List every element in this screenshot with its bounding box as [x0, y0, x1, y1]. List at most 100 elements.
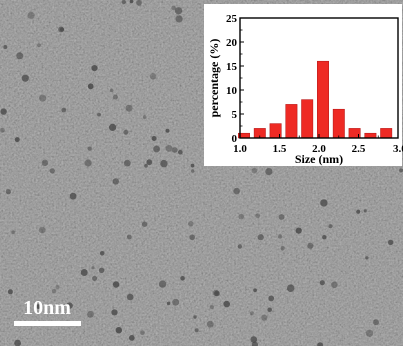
- x-axis-label: Size (nm): [295, 152, 343, 166]
- nanoparticle: [98, 267, 105, 273]
- nanoparticle: [153, 145, 161, 153]
- nanoparticle: [112, 178, 120, 185]
- nanoparticle: [307, 242, 314, 249]
- nanoparticle: [16, 52, 24, 60]
- nanoparticle: [250, 336, 258, 343]
- nanoparticle: [3, 45, 8, 49]
- nanoparticle: [206, 320, 214, 328]
- nanoparticle: [87, 311, 94, 318]
- nanoparticle: [171, 147, 178, 153]
- histogram-bar: [332, 108, 345, 139]
- nanoparticle: [188, 221, 194, 227]
- x-tick-label: 2.0: [312, 143, 326, 155]
- nanoparticle: [191, 169, 195, 173]
- nanoparticle: [388, 239, 394, 246]
- nanoparticle: [295, 227, 302, 234]
- nanoparticle: [265, 168, 273, 176]
- nanoparticle: [261, 314, 268, 321]
- nanoparticle: [319, 280, 325, 286]
- nanoparticle: [171, 5, 176, 11]
- nanoparticle: [66, 302, 73, 309]
- nanoparticle: [238, 213, 244, 220]
- scale-bar: [14, 321, 81, 326]
- nanoparticle: [365, 329, 374, 337]
- y-tick-label: 10: [226, 85, 238, 97]
- nanoparticle: [160, 159, 168, 168]
- nanoparticle: [180, 276, 185, 281]
- nanoparticle: [277, 234, 283, 239]
- nanoparticle: [209, 305, 214, 309]
- nanoparticle: [91, 65, 98, 72]
- nanoparticle: [0, 127, 5, 133]
- y-tick-label: 0: [232, 133, 238, 145]
- x-tick-label: 2.5: [352, 143, 366, 155]
- nanoparticle: [61, 107, 67, 113]
- nanoparticle: [87, 146, 92, 151]
- nanoparticle: [317, 342, 323, 346]
- histogram-bar: [364, 132, 377, 139]
- nanoparticle: [49, 168, 55, 174]
- nanoparticle: [399, 168, 403, 173]
- nanoparticle: [69, 192, 77, 200]
- histogram-bar: [317, 60, 329, 139]
- nanoparticle: [175, 15, 183, 23]
- nanoparticle: [237, 244, 243, 249]
- nanoparticle: [280, 246, 285, 251]
- nanoparticle: [286, 284, 295, 293]
- nanoparticle: [142, 115, 147, 119]
- nanoparticle: [21, 74, 29, 82]
- nanoparticle: [320, 199, 328, 207]
- y-tick-label: 5: [232, 109, 238, 121]
- nanoparticle: [80, 269, 88, 276]
- nanoparticle: [41, 159, 49, 166]
- nanoparticle: [0, 108, 7, 115]
- nanoparticle: [141, 221, 148, 227]
- nanoparticle: [128, 335, 135, 341]
- inset-chart: 0 5 10 15 20 25 1.0 1.5 2.0 2.5 3.0 Size (nm) percen…: [207, 13, 403, 166]
- nanoparticle: [92, 275, 98, 281]
- nanoparticle: [126, 293, 134, 301]
- nanoparticle: [363, 209, 367, 213]
- nanoparticle: [55, 285, 60, 289]
- nanoparticle: [37, 43, 41, 48]
- nanoparticle: [268, 295, 275, 302]
- nanoparticle: [149, 73, 157, 80]
- nanoparticle: [165, 128, 170, 133]
- nanoparticle: [58, 26, 64, 33]
- x-tick-label: 1.5: [273, 143, 287, 155]
- nanoparticle: [39, 226, 46, 234]
- nanoparticle: [14, 339, 21, 346]
- nanoparticle: [328, 224, 333, 229]
- x-tick-label: 3.0: [393, 143, 403, 155]
- inset-panel: [204, 4, 402, 166]
- nanoparticle: [331, 281, 338, 289]
- nanoparticle: [36, 304, 41, 309]
- y-axis-label: percentage (%): [207, 39, 221, 118]
- nanoparticle: [172, 298, 180, 306]
- scale-bar-label: 10nm: [23, 297, 71, 319]
- nanoparticle: [193, 315, 197, 319]
- nanoparticle: [253, 288, 257, 293]
- nanoparticle: [146, 159, 153, 166]
- nanoparticle: [140, 330, 145, 336]
- nanoparticle: [109, 123, 117, 131]
- nanoparticle: [233, 187, 240, 195]
- nanoparticle: [112, 94, 118, 100]
- nanoparticle: [112, 281, 120, 288]
- nanoparticle: [178, 149, 183, 155]
- nanoparticle: [322, 235, 327, 240]
- nanoparticle: [356, 209, 361, 214]
- nanoparticle: [249, 311, 254, 316]
- nanoparticle: [126, 234, 132, 240]
- nanoparticle: [158, 280, 167, 288]
- y-tick-label: 20: [226, 37, 238, 49]
- nanoparticle: [194, 328, 199, 333]
- nanoparticle: [267, 307, 273, 313]
- nanoparticle: [14, 137, 20, 143]
- nanoparticle: [190, 163, 195, 168]
- nanoparticle: [129, 0, 134, 4]
- nanoparticle: [255, 213, 260, 218]
